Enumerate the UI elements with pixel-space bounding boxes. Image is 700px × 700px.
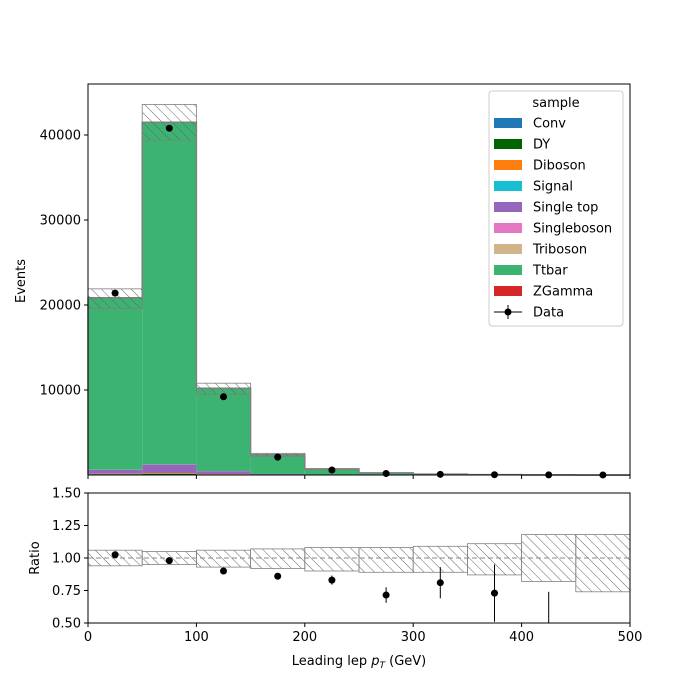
legend-swatch (494, 160, 522, 170)
stacked-histogram (87, 121, 631, 476)
data-point (165, 124, 173, 132)
ratio-point (382, 591, 390, 599)
data-points (111, 124, 607, 479)
ratio-points (111, 551, 550, 623)
x-axis-label: Leading lep pT (GeV) (292, 654, 426, 671)
legend-label: Conv (533, 117, 566, 132)
stack-bar-single-top (250, 473, 305, 475)
x-tick-label: 300 (401, 630, 426, 645)
legend-item-signal: Signal (494, 180, 573, 195)
stack-bar-ttbar (142, 122, 197, 465)
y-tick-label: 40000 (40, 129, 81, 144)
legend-swatch (494, 286, 522, 296)
main-plot-frame (87, 83, 631, 476)
stack-bar-ttbar (88, 297, 143, 470)
legend-item-triboson: Triboson (494, 243, 587, 258)
stack-bar-ttbar (250, 454, 305, 474)
main-y-axis: 10000 20000 30000 40000 (40, 129, 88, 399)
ratio-y-tick-label: 1.25 (52, 519, 81, 534)
main-y-axis-label: Events (14, 259, 29, 303)
data-point (220, 393, 227, 401)
legend-label: Diboson (533, 159, 586, 174)
legend: sample Conv DY Diboson Signal Single top Sing… (488, 90, 624, 327)
ratio-uncertainty-bin (250, 548, 306, 569)
legend-swatch (494, 223, 522, 233)
legend-frame (488, 90, 624, 327)
x-tick-label: 200 (292, 630, 317, 645)
ratio-point (220, 567, 227, 575)
legend-marker (504, 308, 512, 316)
legend-label: Single top (533, 201, 598, 216)
ratio-uncertainty-bin (304, 547, 360, 572)
legend-swatch (494, 265, 522, 275)
x-tick-label: 400 (509, 630, 534, 645)
legend-swatch (494, 244, 522, 254)
data-point (274, 453, 282, 461)
legend-title: sample (532, 96, 579, 111)
x-tick-label: 500 (618, 630, 643, 645)
legend-label: Data (533, 306, 564, 321)
legend-item-ttbar: Ttbar (494, 264, 568, 279)
ratio-point (111, 551, 119, 559)
x-tick-label: 0 (84, 630, 92, 645)
legend-item-diboson: Diboson (494, 159, 586, 174)
y-tick-label: 20000 (40, 299, 81, 314)
ratio-uncertainty-bin (195, 549, 251, 568)
legend-swatch (494, 181, 522, 191)
legend-item-data: Data (494, 305, 564, 321)
ratio-panel: 0.50 0.75 1.00 1.25 1.50 0 100 200 300 400 500 Ra… (28, 487, 642, 672)
data-point (111, 289, 119, 297)
ratio-point (328, 576, 336, 584)
stack-bar-ttbar (196, 388, 251, 472)
legend-item-conv: Conv (494, 117, 566, 132)
data-point (436, 470, 444, 478)
legend-label: Ttbar (532, 264, 568, 279)
main-x-ticks (87, 475, 631, 479)
legend-item-zgamma: ZGamma (494, 285, 593, 300)
ratio-y-axis-label: Ratio (28, 541, 43, 574)
legend-swatch (494, 139, 522, 149)
stack-bar-single-top (196, 471, 251, 475)
legend-label: Triboson (532, 243, 587, 258)
data-point (328, 466, 336, 474)
ratio-x-axis: 0 100 200 300 400 500 (84, 623, 643, 645)
data-point (382, 469, 390, 477)
ratio-y-tick-label: 1.50 (52, 487, 81, 502)
ratio-y-tick-label: 0.50 (52, 617, 81, 632)
legend-item-dy: DY (494, 138, 550, 153)
legend-item-singleboson: Singleboson (494, 222, 612, 237)
legend-swatch (494, 118, 522, 128)
stack-bar-diboson (142, 473, 197, 474)
stack-bar-diboson (196, 474, 251, 475)
legend-swatch (494, 202, 522, 212)
ratio-y-axis: 0.50 0.75 1.00 1.25 1.50 (52, 487, 88, 632)
ratio-uncertainty-bin (575, 534, 631, 593)
stack-bar-single-top (88, 469, 143, 474)
ratio-y-tick-label: 0.75 (52, 584, 81, 599)
y-tick-label: 30000 (40, 214, 81, 229)
uncertainty-bin (141, 104, 197, 141)
x-tick-label: 100 (184, 630, 209, 645)
legend-label: Signal (533, 180, 573, 195)
ratio-point (165, 557, 173, 565)
ratio-point (491, 589, 498, 597)
legend-label: DY (533, 138, 550, 153)
ratio-point (274, 572, 282, 580)
main-panel: 10000 20000 30000 40000 Events sample Conv D… (14, 83, 631, 479)
ratio-point (436, 579, 444, 587)
ratio-y-tick-label: 1.00 (52, 552, 81, 567)
ratio-uncertainty-bin (358, 547, 414, 573)
legend-label: Singleboson (533, 222, 612, 237)
stack-bar-single-top (142, 464, 197, 474)
legend-label: ZGamma (533, 285, 593, 300)
y-tick-label: 10000 (40, 384, 81, 399)
legend-item-single-top: Single top (494, 201, 598, 216)
uncertainty-bin (195, 382, 251, 395)
stack-bar-dy (142, 473, 197, 475)
